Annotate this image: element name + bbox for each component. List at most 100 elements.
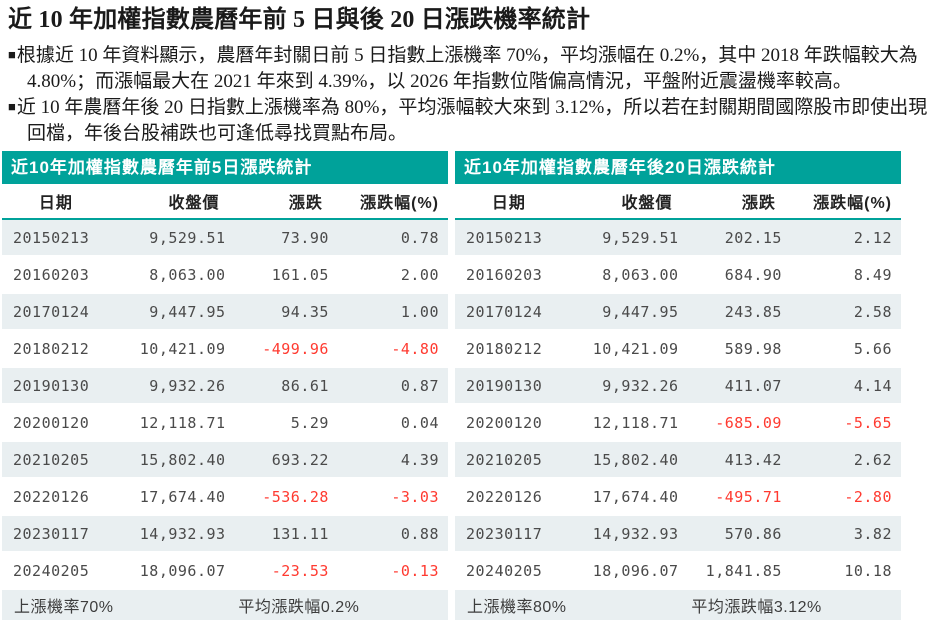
table-row: 20180212 10,421.09 589.98 5.66 bbox=[455, 330, 901, 368]
table-row: 20180212 10,421.09 -499.96 -4.80 bbox=[2, 330, 448, 368]
cell-date: 20180212 bbox=[455, 330, 563, 368]
bullet-paragraph-post-holiday: ■近 10 年農曆年後 20 日指數上漲機率為 80%，平均漲幅較大來到 3.1… bbox=[8, 94, 928, 146]
cell-date: 20240205 bbox=[455, 552, 563, 590]
cell-date: 20160203 bbox=[2, 256, 110, 294]
bullet-text-2: 近 10 年農曆年後 20 日指數上漲機率為 80%，平均漲幅較大來到 3.12… bbox=[16, 97, 928, 144]
table-row: 20220126 17,674.40 -495.71 -2.80 bbox=[455, 478, 901, 516]
cell-change: -685.09 bbox=[686, 404, 790, 442]
cell-pct: 5.66 bbox=[789, 330, 901, 368]
table-row: 20170124 9,447.95 94.35 1.00 bbox=[2, 293, 448, 331]
cell-change: 86.61 bbox=[233, 367, 337, 405]
column-header-row: 日期 收盤價 漲跌 漲跌幅(%) bbox=[455, 184, 901, 220]
table-row: 20150213 9,529.51 73.90 0.78 bbox=[2, 219, 448, 257]
cell-date: 20200120 bbox=[455, 404, 563, 442]
col-header-change: 漲跌 bbox=[233, 184, 337, 220]
cell-change: 693.22 bbox=[233, 441, 337, 479]
cell-change: 1,841.85 bbox=[686, 552, 790, 590]
table-row: 20150213 9,529.51 202.15 2.12 bbox=[455, 219, 901, 257]
cell-date: 20210205 bbox=[2, 441, 110, 479]
cell-pct: -3.03 bbox=[336, 478, 448, 516]
cell-date: 20230117 bbox=[455, 515, 563, 553]
cell-close: 9,932.26 bbox=[562, 367, 687, 405]
cell-pct: 2.12 bbox=[789, 219, 901, 257]
cell-pct: 2.00 bbox=[336, 256, 448, 294]
col-header-change: 漲跌 bbox=[686, 184, 790, 220]
document-header: 近 10 年加權指數農曆年前 5 日與後 20 日漲跌機率統計 ■根據近 10 … bbox=[0, 0, 936, 146]
cell-close: 17,674.40 bbox=[562, 478, 687, 516]
cell-change: 5.29 bbox=[233, 404, 337, 442]
avg-change-label: 平均漲跌幅0.2% bbox=[238, 599, 360, 616]
cell-change: 131.11 bbox=[233, 515, 337, 553]
table-row: 20170124 9,447.95 243.85 2.58 bbox=[455, 293, 901, 331]
cell-change: 411.07 bbox=[686, 367, 790, 405]
cell-pct: 2.58 bbox=[789, 293, 901, 331]
cell-close: 12,118.71 bbox=[562, 404, 687, 442]
table-row: 20240205 18,096.07 -23.53 -0.13 bbox=[2, 552, 448, 590]
cell-pct: 0.88 bbox=[336, 515, 448, 553]
table-pre-holiday-5day: 近10年加權指數農曆年前5日漲跌統計 日期 收盤價 漲跌 漲跌幅(%) 2015… bbox=[2, 151, 448, 620]
column-header-row: 日期 收盤價 漲跌 漲跌幅(%) bbox=[2, 184, 448, 220]
cell-pct: 3.82 bbox=[789, 515, 901, 553]
cell-change: 202.15 bbox=[686, 219, 790, 257]
cell-close: 9,447.95 bbox=[109, 293, 234, 331]
cell-date: 20170124 bbox=[455, 293, 563, 331]
cell-pct: -0.13 bbox=[336, 552, 448, 590]
square-bullet-icon: ■ bbox=[8, 47, 16, 62]
cell-date: 20210205 bbox=[455, 441, 563, 479]
cell-date: 20170124 bbox=[2, 293, 110, 331]
table-title-bar: 近10年加權指數農曆年前5日漲跌統計 bbox=[2, 151, 448, 184]
cell-close: 8,063.00 bbox=[109, 256, 234, 294]
table-row: 20240205 18,096.07 1,841.85 10.18 bbox=[455, 552, 901, 590]
table-row: 20200120 12,118.71 5.29 0.04 bbox=[2, 404, 448, 442]
table-summary-row: 上漲機率70% 平均漲跌幅0.2% bbox=[2, 590, 448, 620]
cell-change: -499.96 bbox=[233, 330, 337, 368]
col-header-date: 日期 bbox=[2, 184, 110, 220]
cell-pct: 0.87 bbox=[336, 367, 448, 405]
cell-change: 570.86 bbox=[686, 515, 790, 553]
cell-pct: 10.18 bbox=[789, 552, 901, 590]
square-bullet-icon: ■ bbox=[8, 99, 16, 114]
cell-pct: -5.65 bbox=[789, 404, 901, 442]
win-rate-label: 上漲機率80% bbox=[467, 599, 567, 616]
cell-close: 18,096.07 bbox=[562, 552, 687, 590]
table-post-holiday-20day: 近10年加權指數農曆年後20日漲跌統計 日期 收盤價 漲跌 漲跌幅(%) 201… bbox=[455, 151, 901, 620]
cell-pct: 2.62 bbox=[789, 441, 901, 479]
cell-close: 17,674.40 bbox=[109, 478, 234, 516]
cell-date: 20230117 bbox=[2, 515, 110, 553]
pre-holiday-data-table: 日期 收盤價 漲跌 漲跌幅(%) 20150213 9,529.51 73.90… bbox=[2, 184, 448, 590]
cell-date: 20190130 bbox=[455, 367, 563, 405]
page-title: 近 10 年加權指數農曆年前 5 日與後 20 日漲跌機率統計 bbox=[8, 7, 591, 33]
cell-date: 20150213 bbox=[2, 219, 110, 257]
col-header-pct: 漲跌幅(%) bbox=[336, 184, 448, 220]
table-row: 20160203 8,063.00 684.90 8.49 bbox=[455, 256, 901, 294]
cell-date: 20180212 bbox=[2, 330, 110, 368]
cell-close: 15,802.40 bbox=[109, 441, 234, 479]
statistics-tables: 近10年加權指數農曆年前5日漲跌統計 日期 收盤價 漲跌 漲跌幅(%) 2015… bbox=[2, 151, 936, 620]
cell-change: 413.42 bbox=[686, 441, 790, 479]
cell-close: 10,421.09 bbox=[109, 330, 234, 368]
cell-pct: 8.49 bbox=[789, 256, 901, 294]
cell-close: 14,932.93 bbox=[562, 515, 687, 553]
table-row: 20200120 12,118.71 -685.09 -5.65 bbox=[455, 404, 901, 442]
table-row: 20230117 14,932.93 131.11 0.88 bbox=[2, 515, 448, 553]
col-header-close: 收盤價 bbox=[109, 184, 234, 220]
cell-pct: -2.80 bbox=[789, 478, 901, 516]
cell-pct: -4.80 bbox=[336, 330, 448, 368]
col-header-pct: 漲跌幅(%) bbox=[789, 184, 901, 220]
col-header-date: 日期 bbox=[455, 184, 563, 220]
cell-date: 20220126 bbox=[2, 478, 110, 516]
cell-pct: 1.00 bbox=[336, 293, 448, 331]
cell-close: 9,529.51 bbox=[109, 219, 234, 257]
cell-change: 243.85 bbox=[686, 293, 790, 331]
cell-pct: 4.39 bbox=[336, 441, 448, 479]
table-row: 20190130 9,932.26 86.61 0.87 bbox=[2, 367, 448, 405]
cell-close: 9,529.51 bbox=[562, 219, 687, 257]
cell-change: 589.98 bbox=[686, 330, 790, 368]
post-holiday-data-table: 日期 收盤價 漲跌 漲跌幅(%) 20150213 9,529.51 202.1… bbox=[455, 184, 901, 590]
cell-change: 94.35 bbox=[233, 293, 337, 331]
table-row: 20190130 9,932.26 411.07 4.14 bbox=[455, 367, 901, 405]
cell-date: 20200120 bbox=[2, 404, 110, 442]
cell-close: 14,932.93 bbox=[109, 515, 234, 553]
bullet-paragraph-pre-holiday: ■根據近 10 年資料顯示，農曆年封關日前 5 日指數上漲機率 70%，平均漲幅… bbox=[8, 42, 928, 94]
cell-date: 20240205 bbox=[2, 552, 110, 590]
